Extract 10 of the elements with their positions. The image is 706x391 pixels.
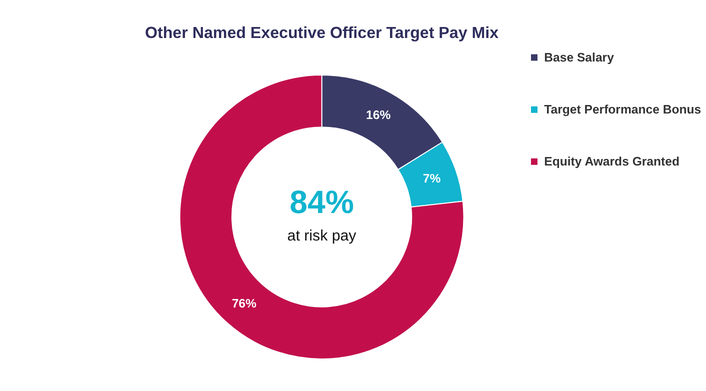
text: 84% [290,184,354,220]
legend-label: Equity Awards Granted [544,154,680,168]
legend-label: Target Performance Bonus [544,102,702,116]
data-label: 16% [366,108,391,122]
legend-label: Base Salary [544,50,614,64]
text: at risk pay [287,228,357,245]
data-label: 76% [232,296,257,311]
chart-title: Other Named Executive Officer Target Pay Mix [144,24,499,42]
data-label: 7% [422,172,441,186]
donut-slice [180,74,464,360]
